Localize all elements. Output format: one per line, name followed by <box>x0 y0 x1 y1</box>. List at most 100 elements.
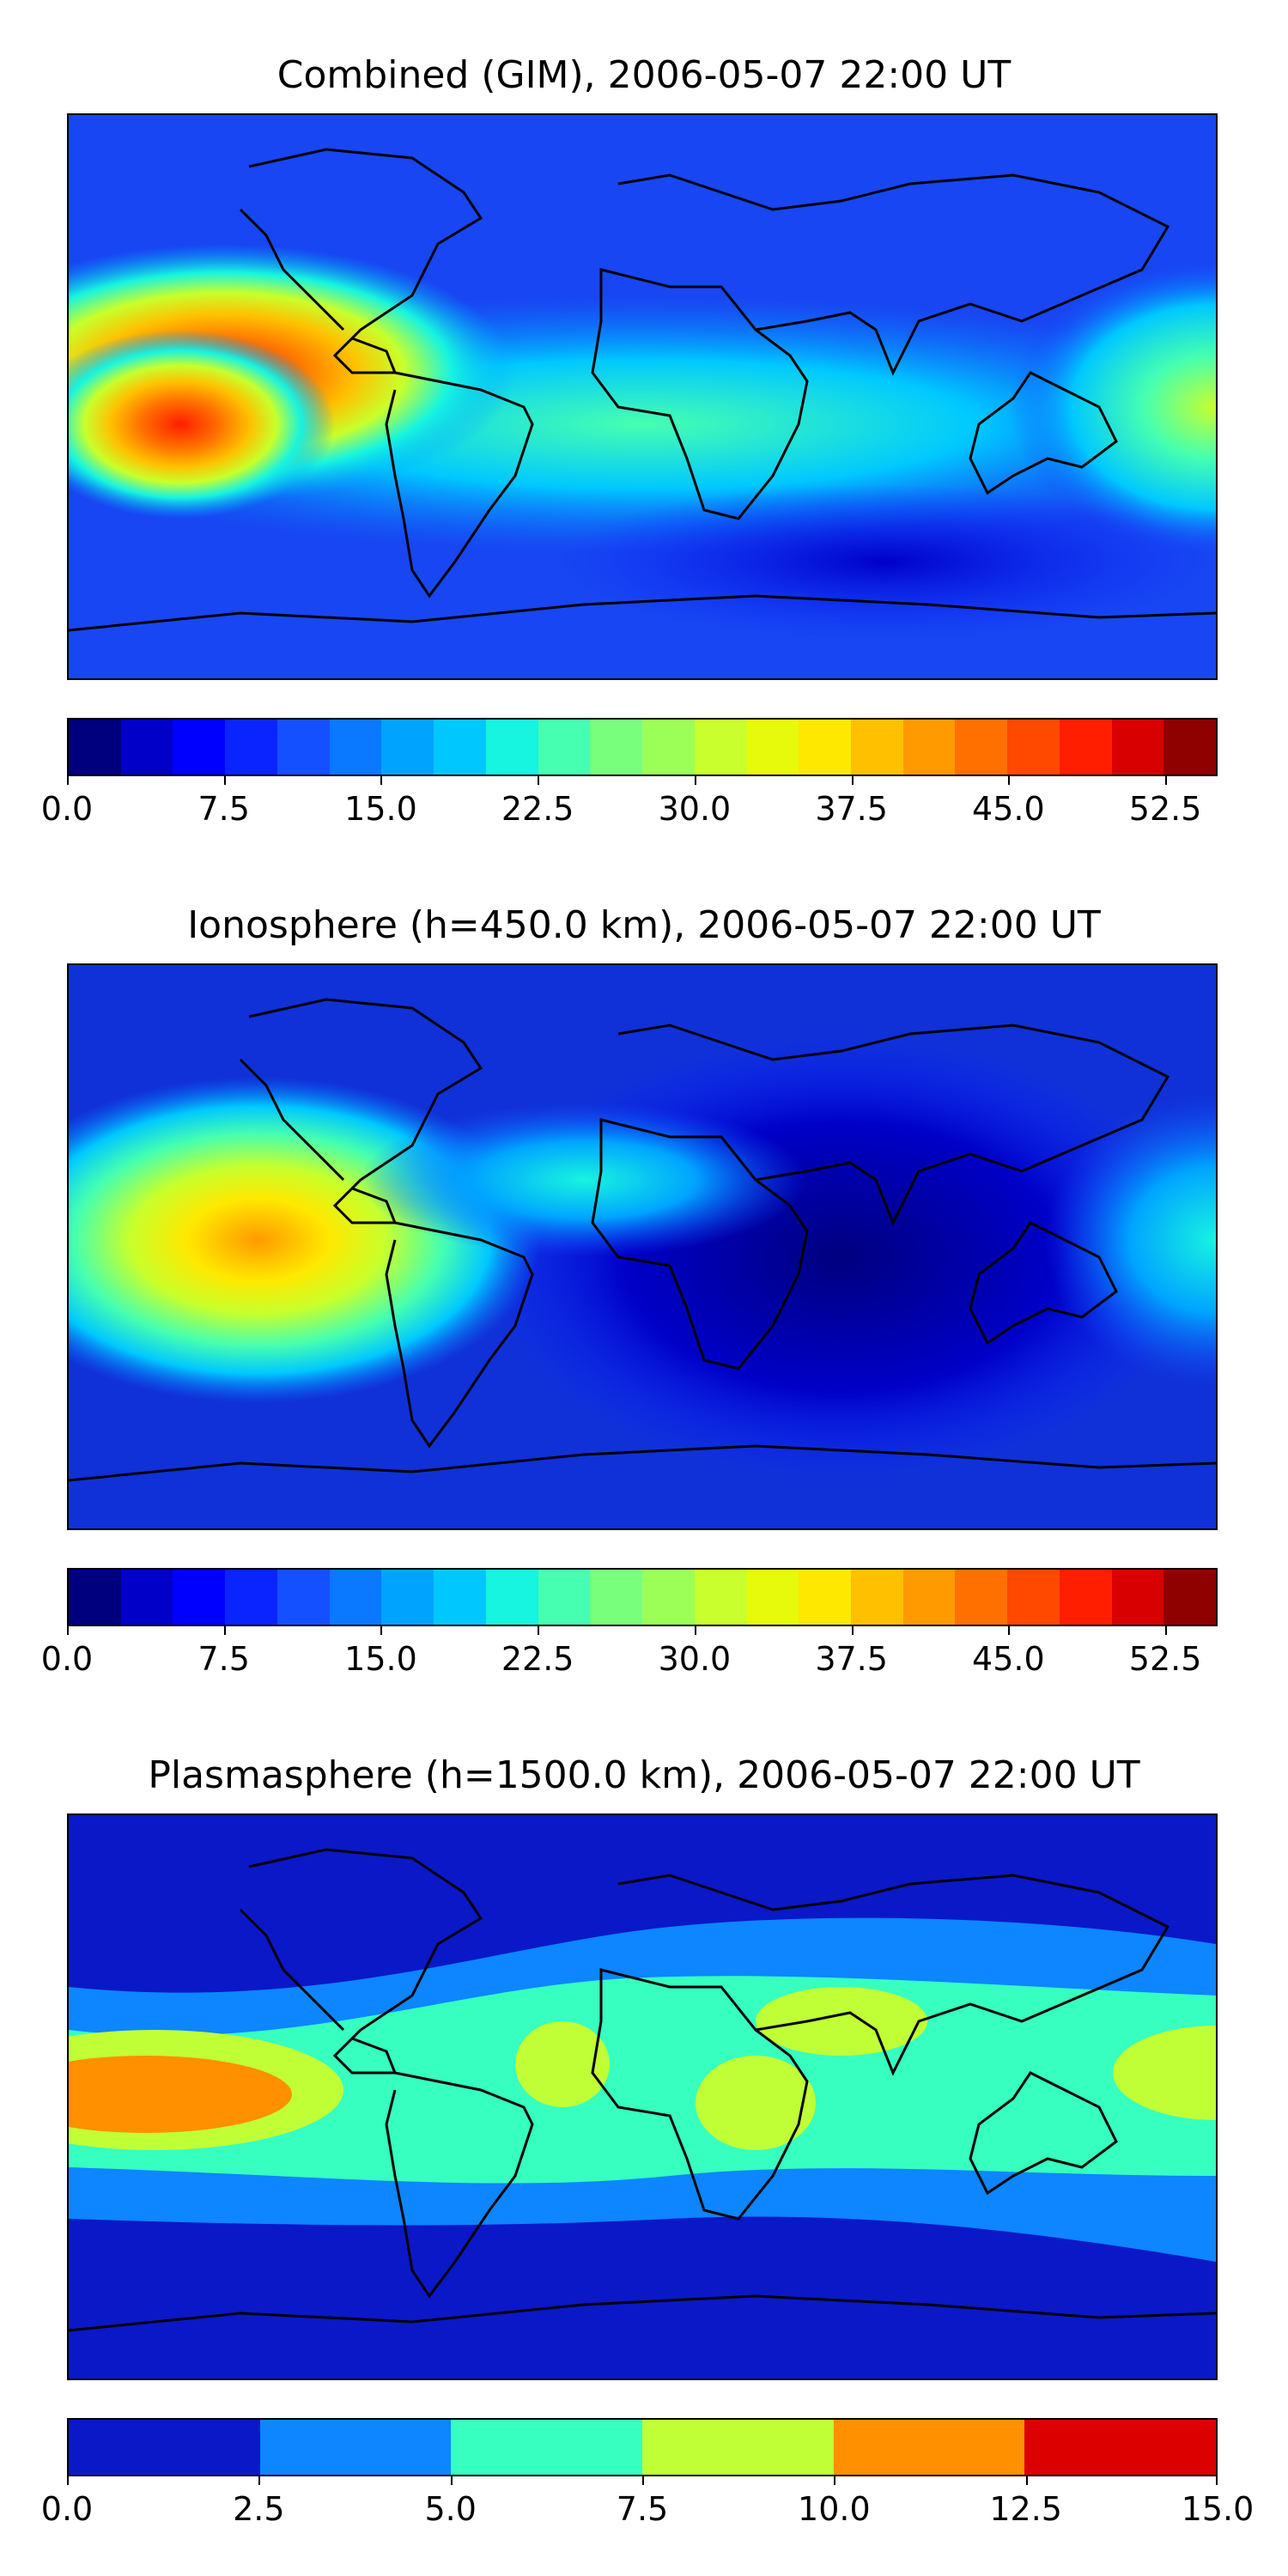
level-5-0 <box>69 1976 1216 2184</box>
panel-title: Plasmasphere (h=1500.0 km), 2006-05-07 2… <box>148 1753 1140 1797</box>
colorbar-tick <box>538 1626 540 1635</box>
coastlines <box>69 1848 1216 2332</box>
colorbar-segment <box>225 1570 277 1625</box>
colorbar-tick <box>380 1626 383 1635</box>
panel-title: Ionosphere (h=450.0 km), 2006-05-07 22:0… <box>187 903 1101 947</box>
colorbar-segment <box>833 2420 1025 2475</box>
colorbar-segment <box>329 1570 382 1625</box>
colorbar-tick <box>1165 776 1168 785</box>
map-canvas <box>69 965 1216 1528</box>
colorbar <box>67 718 1218 776</box>
colorbar-segment <box>69 2420 260 2475</box>
colorbar-segment <box>851 1570 903 1625</box>
colorbar-segment <box>1111 720 1164 775</box>
colorbar-segment <box>381 1570 434 1625</box>
colorbar-tick-label: 12.5 <box>989 2490 1062 2528</box>
colorbar-tick-label: 52.5 <box>1128 790 1202 828</box>
colorbar-segment <box>173 1570 226 1625</box>
colorbar-segment <box>1111 1570 1164 1625</box>
colorbar-tick-label: 30.0 <box>658 790 732 828</box>
colorbar-tick-label: 22.5 <box>501 1640 574 1678</box>
colorbar-tick <box>1025 2476 1028 2485</box>
colorbar-segment <box>1007 1570 1060 1625</box>
colorbar-ticks: 0.0 7.5 15.0 22.5 30.0 37.5 45.0 52.5 <box>41 1626 1218 1678</box>
colorbar-tick-label: 37.5 <box>815 1640 888 1678</box>
colorbar-segment <box>746 1570 799 1625</box>
colorbar-segment <box>902 1570 956 1625</box>
colorbar-segment <box>434 1570 486 1625</box>
colorbar-segment <box>1024 2420 1217 2475</box>
colorbar-segment <box>434 720 486 775</box>
colorbar-segment <box>746 720 799 775</box>
colorbar-tick <box>67 2476 69 2485</box>
high-west-pacific <box>1010 261 1216 553</box>
colorbar-segment <box>69 720 121 775</box>
colorbar-segment <box>225 720 277 775</box>
colorbar-tick <box>694 1626 696 1635</box>
colorbar-segment <box>381 720 434 775</box>
map-canvas <box>69 1815 1216 2379</box>
colorbar-segment <box>538 720 591 775</box>
colorbar-ticks: 0.0 7.5 15.0 22.5 30.0 37.5 45.0 52.5 <box>41 776 1218 828</box>
colorbar-tick <box>67 776 69 785</box>
coastlines <box>69 148 1216 632</box>
colorbar-segment <box>955 720 1008 775</box>
colorbar-segment <box>485 720 538 775</box>
colorbar-segment <box>902 720 956 775</box>
colorbar-tick <box>642 2476 644 2485</box>
colorbar-segment <box>1007 720 1060 775</box>
high-pacific-south <box>69 330 335 519</box>
colorbar-tick-label: 52.5 <box>1128 1640 1202 1678</box>
level-7-5-atlantic <box>515 2021 610 2107</box>
colorbar-tick-label: 37.5 <box>815 790 888 828</box>
map-canvas <box>69 115 1216 678</box>
colorbar-tick <box>1165 1626 1168 1635</box>
colorbar-segment <box>851 720 903 775</box>
colorbar-tick-label: 22.5 <box>501 790 574 828</box>
colorbar <box>67 1568 1218 1626</box>
colorbar-segment <box>329 720 382 775</box>
colorbar-segment <box>799 720 852 775</box>
colorbar-segment <box>120 1570 173 1625</box>
colorbar-tick <box>851 1626 854 1635</box>
colorbar-segment <box>276 720 330 775</box>
colorbar-tick <box>851 776 854 785</box>
colorbar-segment <box>1163 1570 1217 1625</box>
colorbar-segment <box>590 720 643 775</box>
colorbar-tick <box>450 2476 453 2485</box>
colorbar-segment <box>173 720 226 775</box>
colorbar-segment <box>69 1570 121 1625</box>
colorbar-tick-label: 5.0 <box>424 2490 477 2528</box>
colorbar-segment <box>694 720 747 775</box>
colorbar-tick <box>223 776 226 785</box>
colorbar-tick <box>1008 1626 1011 1635</box>
colorbar-segment <box>538 1570 591 1625</box>
tec-map <box>67 1814 1218 2380</box>
colorbar-tick-label: 45.0 <box>972 1640 1045 1678</box>
colorbar-segment <box>1163 720 1217 775</box>
colorbar-tick-label: 45.0 <box>972 790 1045 828</box>
colorbar-tick-label: 7.5 <box>197 790 250 828</box>
colorbar-segment <box>799 1570 852 1625</box>
colorbar-tick-label: 2.5 <box>233 2490 285 2528</box>
colorbar-segment <box>259 2420 452 2475</box>
colorbar-tick-label: 15.0 <box>1181 2490 1255 2528</box>
colorbar-tick-label: 7.5 <box>616 2490 669 2528</box>
level-7-5-africa <box>696 2056 816 2150</box>
colorbar-tick <box>380 776 383 785</box>
tec-map <box>67 963 1218 1530</box>
level-10-pacific <box>69 2056 292 2133</box>
tec-map <box>67 113 1218 680</box>
colorbar-segment <box>485 1570 538 1625</box>
colorbar-tick-label: 30.0 <box>658 1640 732 1678</box>
colorbar-segment <box>1059 720 1112 775</box>
colorbar-segment <box>642 2420 834 2475</box>
colorbar-tick-label: 0.0 <box>40 2490 94 2528</box>
colorbar-tick-label: 15.0 <box>344 1640 417 1678</box>
colorbar-segment <box>1059 1570 1112 1625</box>
colorbar-tick-label: 0.0 <box>40 1640 94 1678</box>
level-7-5-arabia <box>756 1987 927 2056</box>
colorbar-segment <box>451 2420 643 2475</box>
colorbar-segment <box>276 1570 330 1625</box>
low-south-atlantic <box>558 484 1211 639</box>
